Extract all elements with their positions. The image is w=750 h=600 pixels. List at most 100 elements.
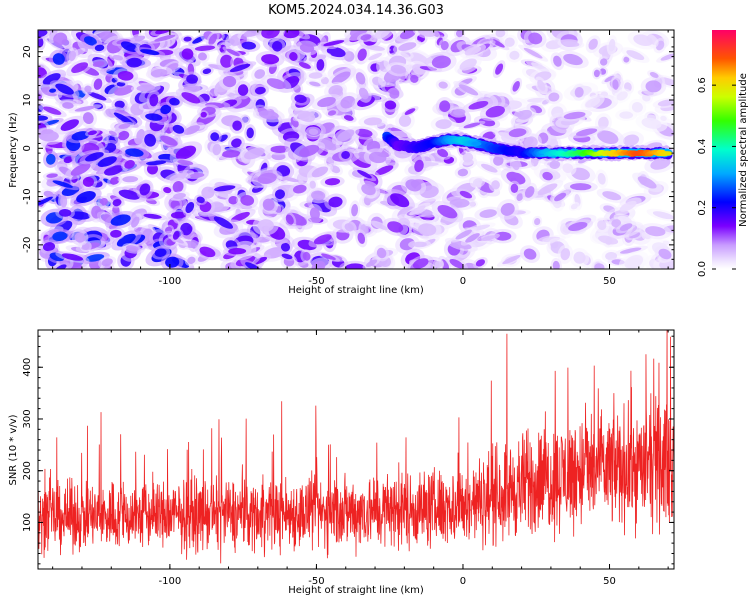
spectrogram-blob <box>576 128 598 136</box>
colorbar-tick-label: 0.6 <box>697 77 708 93</box>
spectrogram-blob <box>357 48 367 61</box>
spectrogram-blob <box>76 191 96 203</box>
spectrogram-blob <box>125 148 144 157</box>
spectrogram-blob <box>118 189 140 200</box>
spectrogram-y-tick-label: -20 <box>22 237 33 253</box>
spectrogram-blob <box>368 151 387 164</box>
spectrogram-blob <box>136 84 156 92</box>
spectrogram-blob <box>657 99 674 107</box>
spectrogram-blob <box>475 259 486 267</box>
spectrogram-blob <box>271 41 283 52</box>
spectrogram-x-tick-label: 50 <box>603 276 616 287</box>
spectrogram-blob <box>169 97 180 106</box>
colorbar: 0.0 0.2 0.4 0.6 Normalized spectral amplitu… <box>697 30 749 277</box>
spectrogram-blob <box>389 89 400 99</box>
spectrogram-blob <box>85 254 105 262</box>
spectrogram-blob <box>231 138 242 148</box>
spectrogram-blob <box>358 87 369 100</box>
spectrogram-blob <box>172 124 185 134</box>
spectrogram-blob <box>512 161 520 171</box>
colorbar-tick-label: 0.0 <box>697 261 708 277</box>
spectrogram-blob <box>261 30 280 39</box>
spectrogram-y-tick-label: 0 <box>22 145 33 151</box>
spectrogram-blob <box>125 245 139 252</box>
spectrogram-blob <box>241 41 256 50</box>
spectrogram-blob <box>199 246 216 258</box>
snr-x-tick-label: 0 <box>460 576 466 587</box>
spectrogram-blob <box>563 111 586 120</box>
spectrogram-blob <box>285 214 294 225</box>
spectrogram-x-ticks: -100 -50 0 50 <box>52 30 669 287</box>
spectrogram-blob <box>83 36 97 46</box>
spectrogram-blob <box>316 59 325 71</box>
snr-series-line <box>38 330 674 564</box>
spectrogram-blob <box>509 50 520 60</box>
spectrogram-blob <box>55 83 74 95</box>
spectrogram-blob <box>108 130 117 136</box>
spectrogram-blob <box>232 120 242 131</box>
spectrogram-blob <box>177 159 194 166</box>
spectrogram-blob <box>631 102 643 113</box>
spectrogram-blob <box>598 116 609 129</box>
spectrogram-blob <box>323 40 345 47</box>
spectrogram-blob <box>399 30 416 40</box>
spectrogram-y-tick-label: 20 <box>22 45 33 58</box>
spectrogram-blob <box>38 115 48 121</box>
spectrogram-blob <box>43 106 62 115</box>
spectrogram-blob <box>500 202 515 216</box>
spectrogram-blob <box>45 153 56 165</box>
spectrogram-blob <box>52 231 68 242</box>
spectrogram-blob <box>608 38 616 52</box>
spectrogram-blob <box>213 216 234 229</box>
spectrogram-blob <box>517 109 533 120</box>
spectrogram-blob <box>118 123 131 129</box>
spectrogram-blob <box>594 263 605 269</box>
spectrogram-blob <box>110 214 131 226</box>
spectrogram-blob <box>181 48 194 60</box>
spectrogram-blob <box>357 232 366 244</box>
spectrogram-blob <box>508 128 527 138</box>
spectrogram-blob <box>537 79 546 91</box>
spectrogram-blob <box>552 260 560 269</box>
spectrogram-blob <box>560 248 571 261</box>
spectrogram-blob <box>340 95 356 109</box>
spectrogram-blob <box>42 242 56 252</box>
spectrogram-blob <box>181 92 201 104</box>
spectrogram-blob <box>84 85 92 93</box>
spectrogram-blob <box>516 193 524 201</box>
spectrogram-blob <box>328 196 343 208</box>
spectrogram-blob <box>194 45 216 51</box>
spectrogram-blob <box>398 42 417 51</box>
spectrogram-blob <box>361 183 376 196</box>
spectrogram-blob <box>326 46 346 58</box>
spectrogram-blob <box>593 69 600 78</box>
spectrogram-blob <box>468 101 489 110</box>
spectrogram-blob <box>431 55 451 69</box>
spectrogram-blob <box>563 53 583 66</box>
spectrogram-blob <box>257 219 274 232</box>
spectrogram-blob <box>38 196 53 206</box>
spectrogram-blob <box>462 152 474 163</box>
spectrogram-blob <box>228 247 247 255</box>
spectrogram-blob <box>355 128 373 138</box>
spectrogram-blob <box>626 50 645 61</box>
spectrogram-blob <box>321 253 336 260</box>
spectrogram-blob <box>187 256 196 264</box>
spectrogram-blob <box>537 183 558 196</box>
spectrogram-blob <box>337 129 355 142</box>
spectrogram-blob <box>620 247 642 254</box>
spectrogram-blob <box>619 200 637 212</box>
spectrogram-blob <box>308 128 319 136</box>
spectrogram-blob <box>150 68 168 78</box>
spectrogram-blob <box>549 160 561 170</box>
snr-x-tick-label: 50 <box>603 576 616 587</box>
spectrogram-blob <box>459 58 477 71</box>
spectrogram-blob <box>318 138 337 151</box>
spectrogram-blob <box>58 208 72 217</box>
spectrogram-blob <box>313 234 332 245</box>
spectrogram-blob <box>294 94 307 103</box>
spectrogram-y-tick-label: 10 <box>22 94 33 107</box>
spectrogram-blob <box>99 197 108 206</box>
